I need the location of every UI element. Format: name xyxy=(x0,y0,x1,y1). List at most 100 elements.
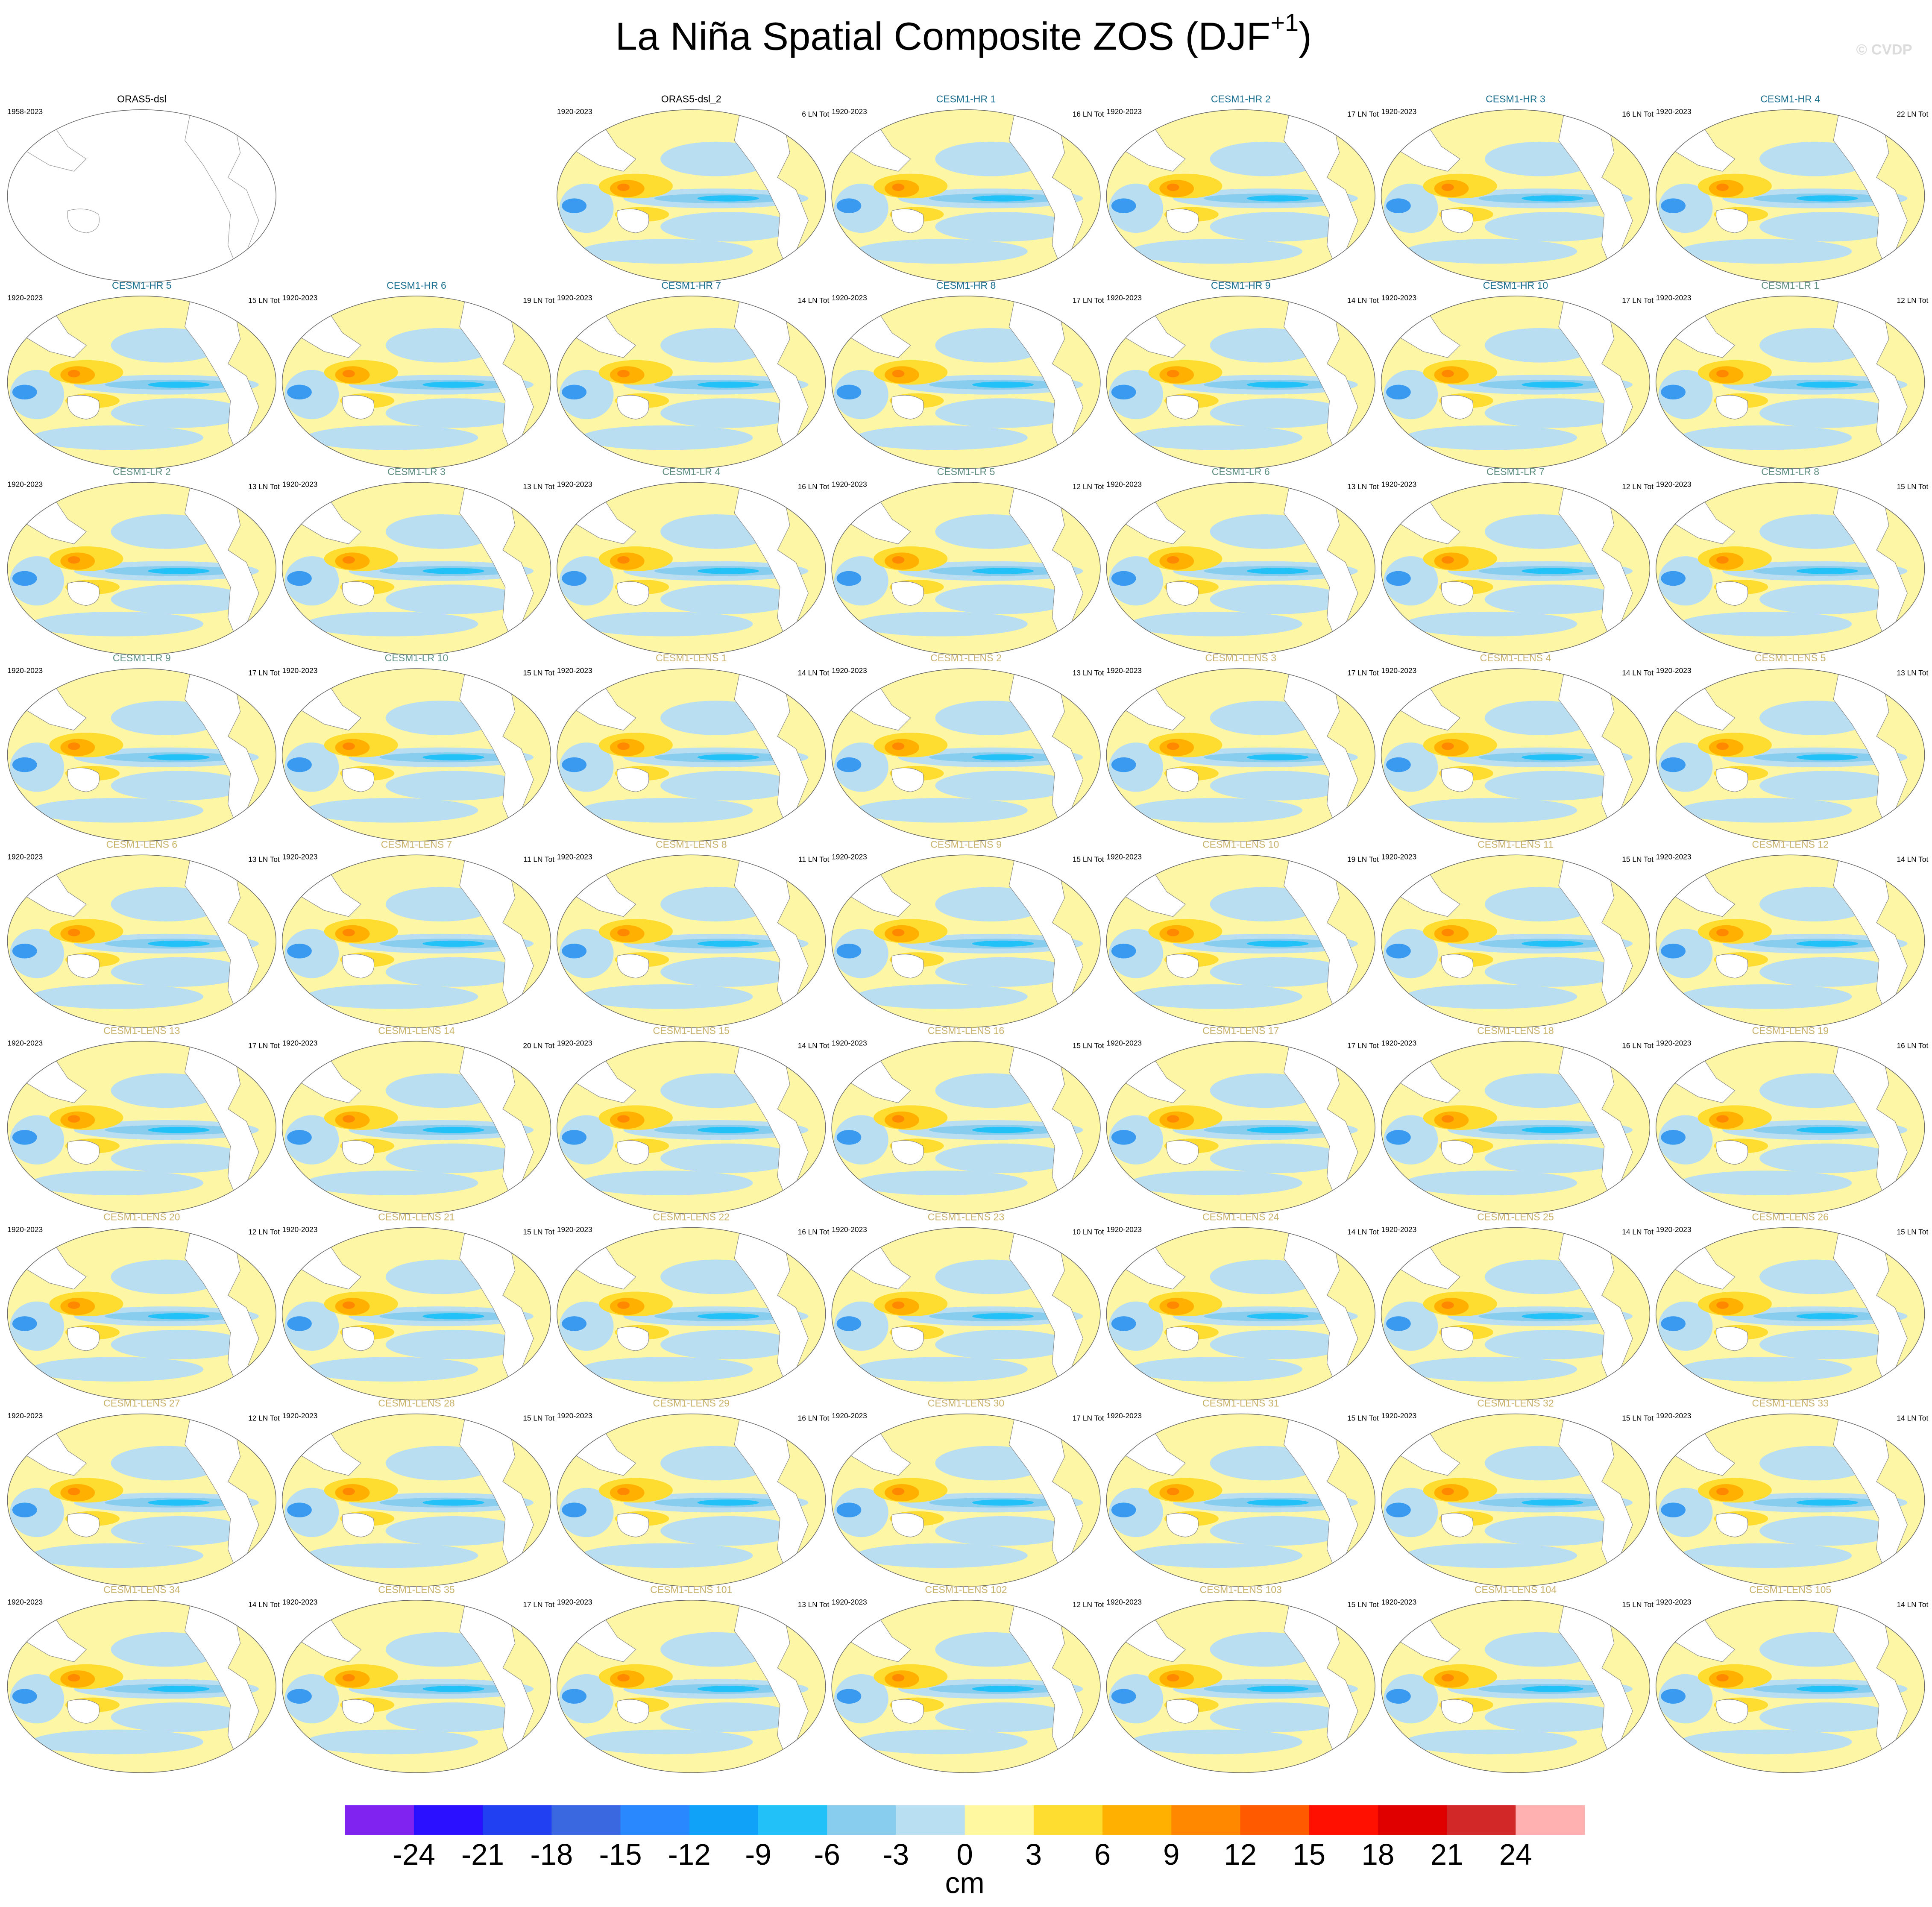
panel-title: CESM1-HR 5 xyxy=(112,280,172,291)
map-panel xyxy=(556,1040,827,1215)
panel-title: CESM1-LR 5 xyxy=(937,466,995,477)
map-panel xyxy=(281,1040,552,1215)
panel-count: 6 LN Tot xyxy=(802,110,829,118)
panel-period: 1920-2023 xyxy=(557,853,592,861)
panel-period: 1920-2023 xyxy=(1656,107,1692,116)
map-panel xyxy=(1655,1226,1926,1402)
panel-period: 1920-2023 xyxy=(1656,1039,1692,1047)
panel-title: CESM1-LENS 1 xyxy=(656,652,727,663)
panel-title: CESM1-LENS 35 xyxy=(378,1584,454,1595)
panel-count: 16 LN Tot xyxy=(798,1414,830,1423)
panel-period: 1920-2023 xyxy=(1381,1225,1417,1234)
panel-title: CESM1-LR 1 xyxy=(1761,280,1819,291)
panel-count: 15 LN Tot xyxy=(1073,1041,1104,1050)
map-panel xyxy=(1105,854,1376,1029)
map-panel xyxy=(1380,1040,1651,1215)
colorbar-box xyxy=(1447,1805,1516,1835)
map-panel xyxy=(281,295,552,470)
panel-count: 17 LN Tot xyxy=(1073,1414,1104,1423)
panel-period: 1920-2023 xyxy=(7,666,43,675)
panel-title: CESM1-LENS 5 xyxy=(1755,652,1826,663)
map-panel xyxy=(830,481,1102,656)
map-panel xyxy=(1655,667,1926,842)
panel-count: 12 LN Tot xyxy=(1897,296,1929,305)
colorbar-box xyxy=(1378,1805,1447,1835)
panel-title: CESM1-LENS 8 xyxy=(656,839,727,850)
map-panel xyxy=(281,481,552,656)
map-panel xyxy=(6,667,278,842)
map-panel xyxy=(1380,1413,1651,1588)
colorbar-box xyxy=(758,1805,828,1835)
panel-title: CESM1-LR 7 xyxy=(1486,466,1545,477)
panel-period: 1920-2023 xyxy=(7,293,43,302)
panel-count: 11 LN Tot xyxy=(524,855,555,863)
panel-period: 1920-2023 xyxy=(557,666,592,675)
panel-count: 10 LN Tot xyxy=(1073,1228,1104,1236)
panel-count: 19 LN Tot xyxy=(1347,855,1379,863)
panel-title: CESM1-LENS 26 xyxy=(1752,1212,1828,1223)
panel-period: 1920-2023 xyxy=(1106,480,1142,488)
panel-title: CESM1-HR 2 xyxy=(1211,94,1271,105)
panel-title: CESM1-LENS 12 xyxy=(1752,839,1828,850)
panel-title: CESM1-LENS 32 xyxy=(1477,1398,1554,1409)
colorbar-box xyxy=(1033,1805,1103,1835)
panel-period: 1920-2023 xyxy=(7,853,43,861)
map-panel xyxy=(1380,854,1651,1029)
panel-count: 13 LN Tot xyxy=(248,482,280,491)
panel-title: CESM1-HR 7 xyxy=(661,280,721,291)
map-panel xyxy=(281,1599,552,1774)
panel-title: CESM1-LENS 3 xyxy=(1205,652,1276,663)
panel-title: CESM1-HR 1 xyxy=(936,94,996,105)
panel-period: 1920-2023 xyxy=(557,1411,592,1420)
panel-count: 17 LN Tot xyxy=(1347,669,1379,677)
map-panel xyxy=(830,295,1102,470)
colorbar-tick-label: 3 xyxy=(1026,1838,1042,1871)
panel-title: CESM1-LENS 7 xyxy=(381,839,452,850)
panel-count: 15 LN Tot xyxy=(248,296,280,305)
map-panel xyxy=(556,854,827,1029)
map-panel xyxy=(1105,1413,1376,1588)
map-panel xyxy=(556,1599,827,1774)
panel-count: 12 LN Tot xyxy=(1073,482,1104,491)
panel-count: 12 LN Tot xyxy=(1073,1600,1104,1609)
panel-count: 13 LN Tot xyxy=(1897,669,1929,677)
panel-count: 13 LN Tot xyxy=(523,482,554,491)
colorbar-tick-label: -9 xyxy=(745,1838,771,1871)
panel-period: 1920-2023 xyxy=(557,1039,592,1047)
panel-period: 1920-2023 xyxy=(1106,1225,1142,1234)
map-panel xyxy=(556,667,827,842)
panel-title: CESM1-LENS 28 xyxy=(378,1398,454,1409)
colorbar-box xyxy=(345,1805,414,1835)
panel-count: 14 LN Tot xyxy=(1897,855,1929,863)
panel-count: 17 LN Tot xyxy=(248,669,280,677)
map-panel xyxy=(6,1413,278,1588)
panel-period: 1920-2023 xyxy=(557,107,592,116)
map-panel xyxy=(281,1226,552,1402)
map-panel xyxy=(830,1413,1102,1588)
panel-count: 16 LN Tot xyxy=(1622,1041,1653,1050)
panel-title: CESM1-HR 3 xyxy=(1486,94,1545,105)
panel-title: CESM1-LENS 15 xyxy=(653,1025,730,1036)
panel-title: CESM1-LENS 2 xyxy=(930,652,1002,663)
panel-count: 14 LN Tot xyxy=(1347,1228,1379,1236)
map-panel xyxy=(1380,1226,1651,1402)
panel-period: 1920-2023 xyxy=(1381,293,1417,302)
colorbar-box xyxy=(965,1805,1034,1835)
map-panel xyxy=(6,1040,278,1215)
panel-period: 1920-2023 xyxy=(1381,480,1417,488)
panel-period: 1920-2023 xyxy=(1381,107,1417,116)
panel-title: CESM1-LENS 21 xyxy=(378,1212,454,1223)
panel-period: 1920-2023 xyxy=(1656,480,1692,488)
map-panel xyxy=(830,854,1102,1029)
colorbar-box xyxy=(620,1805,690,1835)
colorbar-box xyxy=(551,1805,621,1835)
colorbar-box xyxy=(689,1805,759,1835)
panel-title: CESM1-HR 8 xyxy=(936,280,996,291)
panel-count: 17 LN Tot xyxy=(1347,110,1379,118)
colorbar-tick-label: 15 xyxy=(1293,1838,1325,1871)
panel-title: CESM1-LENS 23 xyxy=(928,1212,1004,1223)
colorbar-tick-label: -18 xyxy=(530,1838,573,1871)
panel-count: 14 LN Tot xyxy=(1622,669,1653,677)
panel-count: 13 LN Tot xyxy=(1347,482,1379,491)
panel-period: 1920-2023 xyxy=(7,480,43,488)
